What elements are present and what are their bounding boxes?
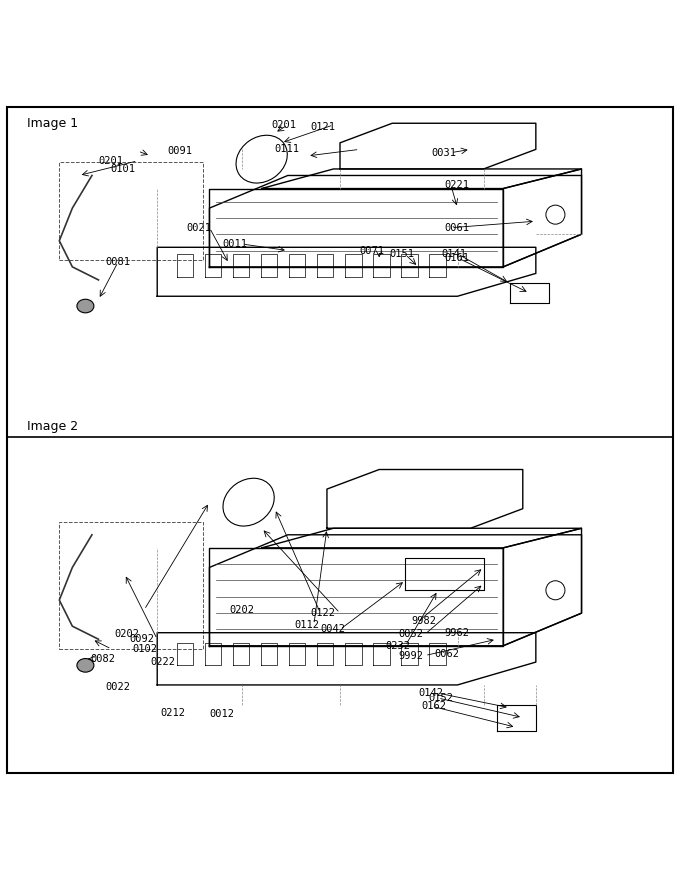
Text: 0202: 0202 bbox=[229, 605, 254, 615]
Text: Image 1: Image 1 bbox=[27, 117, 78, 130]
Text: 0021: 0021 bbox=[186, 223, 211, 232]
Text: 0112: 0112 bbox=[294, 620, 320, 629]
Text: 0071: 0071 bbox=[360, 246, 385, 255]
Text: 0161: 0161 bbox=[445, 253, 469, 263]
Text: 0232: 0232 bbox=[386, 641, 411, 651]
Text: 0082: 0082 bbox=[90, 654, 116, 664]
Text: 9992: 9992 bbox=[398, 650, 424, 661]
Text: 0201: 0201 bbox=[99, 156, 124, 165]
Ellipse shape bbox=[77, 658, 94, 672]
Text: 9962: 9962 bbox=[445, 627, 469, 638]
Text: 0141: 0141 bbox=[441, 249, 466, 259]
Text: 0101: 0101 bbox=[110, 164, 135, 174]
Text: 0091: 0091 bbox=[167, 146, 192, 156]
Text: 0202: 0202 bbox=[115, 629, 140, 640]
Text: 0052: 0052 bbox=[398, 629, 424, 640]
Text: 0062: 0062 bbox=[435, 649, 460, 659]
Text: 0212: 0212 bbox=[160, 708, 186, 718]
Text: 0121: 0121 bbox=[311, 121, 336, 131]
Text: 0151: 0151 bbox=[389, 249, 414, 260]
Text: 0011: 0011 bbox=[222, 239, 248, 249]
Text: 9982: 9982 bbox=[412, 616, 437, 627]
Bar bbox=[59, 522, 203, 649]
Text: 0162: 0162 bbox=[422, 701, 447, 711]
Text: 0102: 0102 bbox=[133, 644, 157, 654]
Text: Image 2: Image 2 bbox=[27, 420, 78, 433]
Text: 0142: 0142 bbox=[418, 688, 443, 698]
Text: 0022: 0022 bbox=[105, 682, 130, 692]
Text: 0201: 0201 bbox=[271, 120, 296, 130]
Text: 0031: 0031 bbox=[431, 148, 456, 158]
Text: 0081: 0081 bbox=[105, 257, 130, 267]
Text: 0152: 0152 bbox=[428, 693, 453, 703]
Text: 0012: 0012 bbox=[209, 709, 235, 719]
Text: 0111: 0111 bbox=[275, 144, 300, 154]
Text: 0092: 0092 bbox=[130, 634, 155, 644]
Text: 0061: 0061 bbox=[445, 223, 469, 232]
Text: 0122: 0122 bbox=[311, 608, 336, 618]
Text: 0042: 0042 bbox=[320, 625, 345, 634]
Ellipse shape bbox=[77, 299, 94, 312]
Text: 0222: 0222 bbox=[151, 657, 175, 667]
Bar bbox=[59, 163, 203, 260]
Text: 0221: 0221 bbox=[445, 180, 469, 190]
